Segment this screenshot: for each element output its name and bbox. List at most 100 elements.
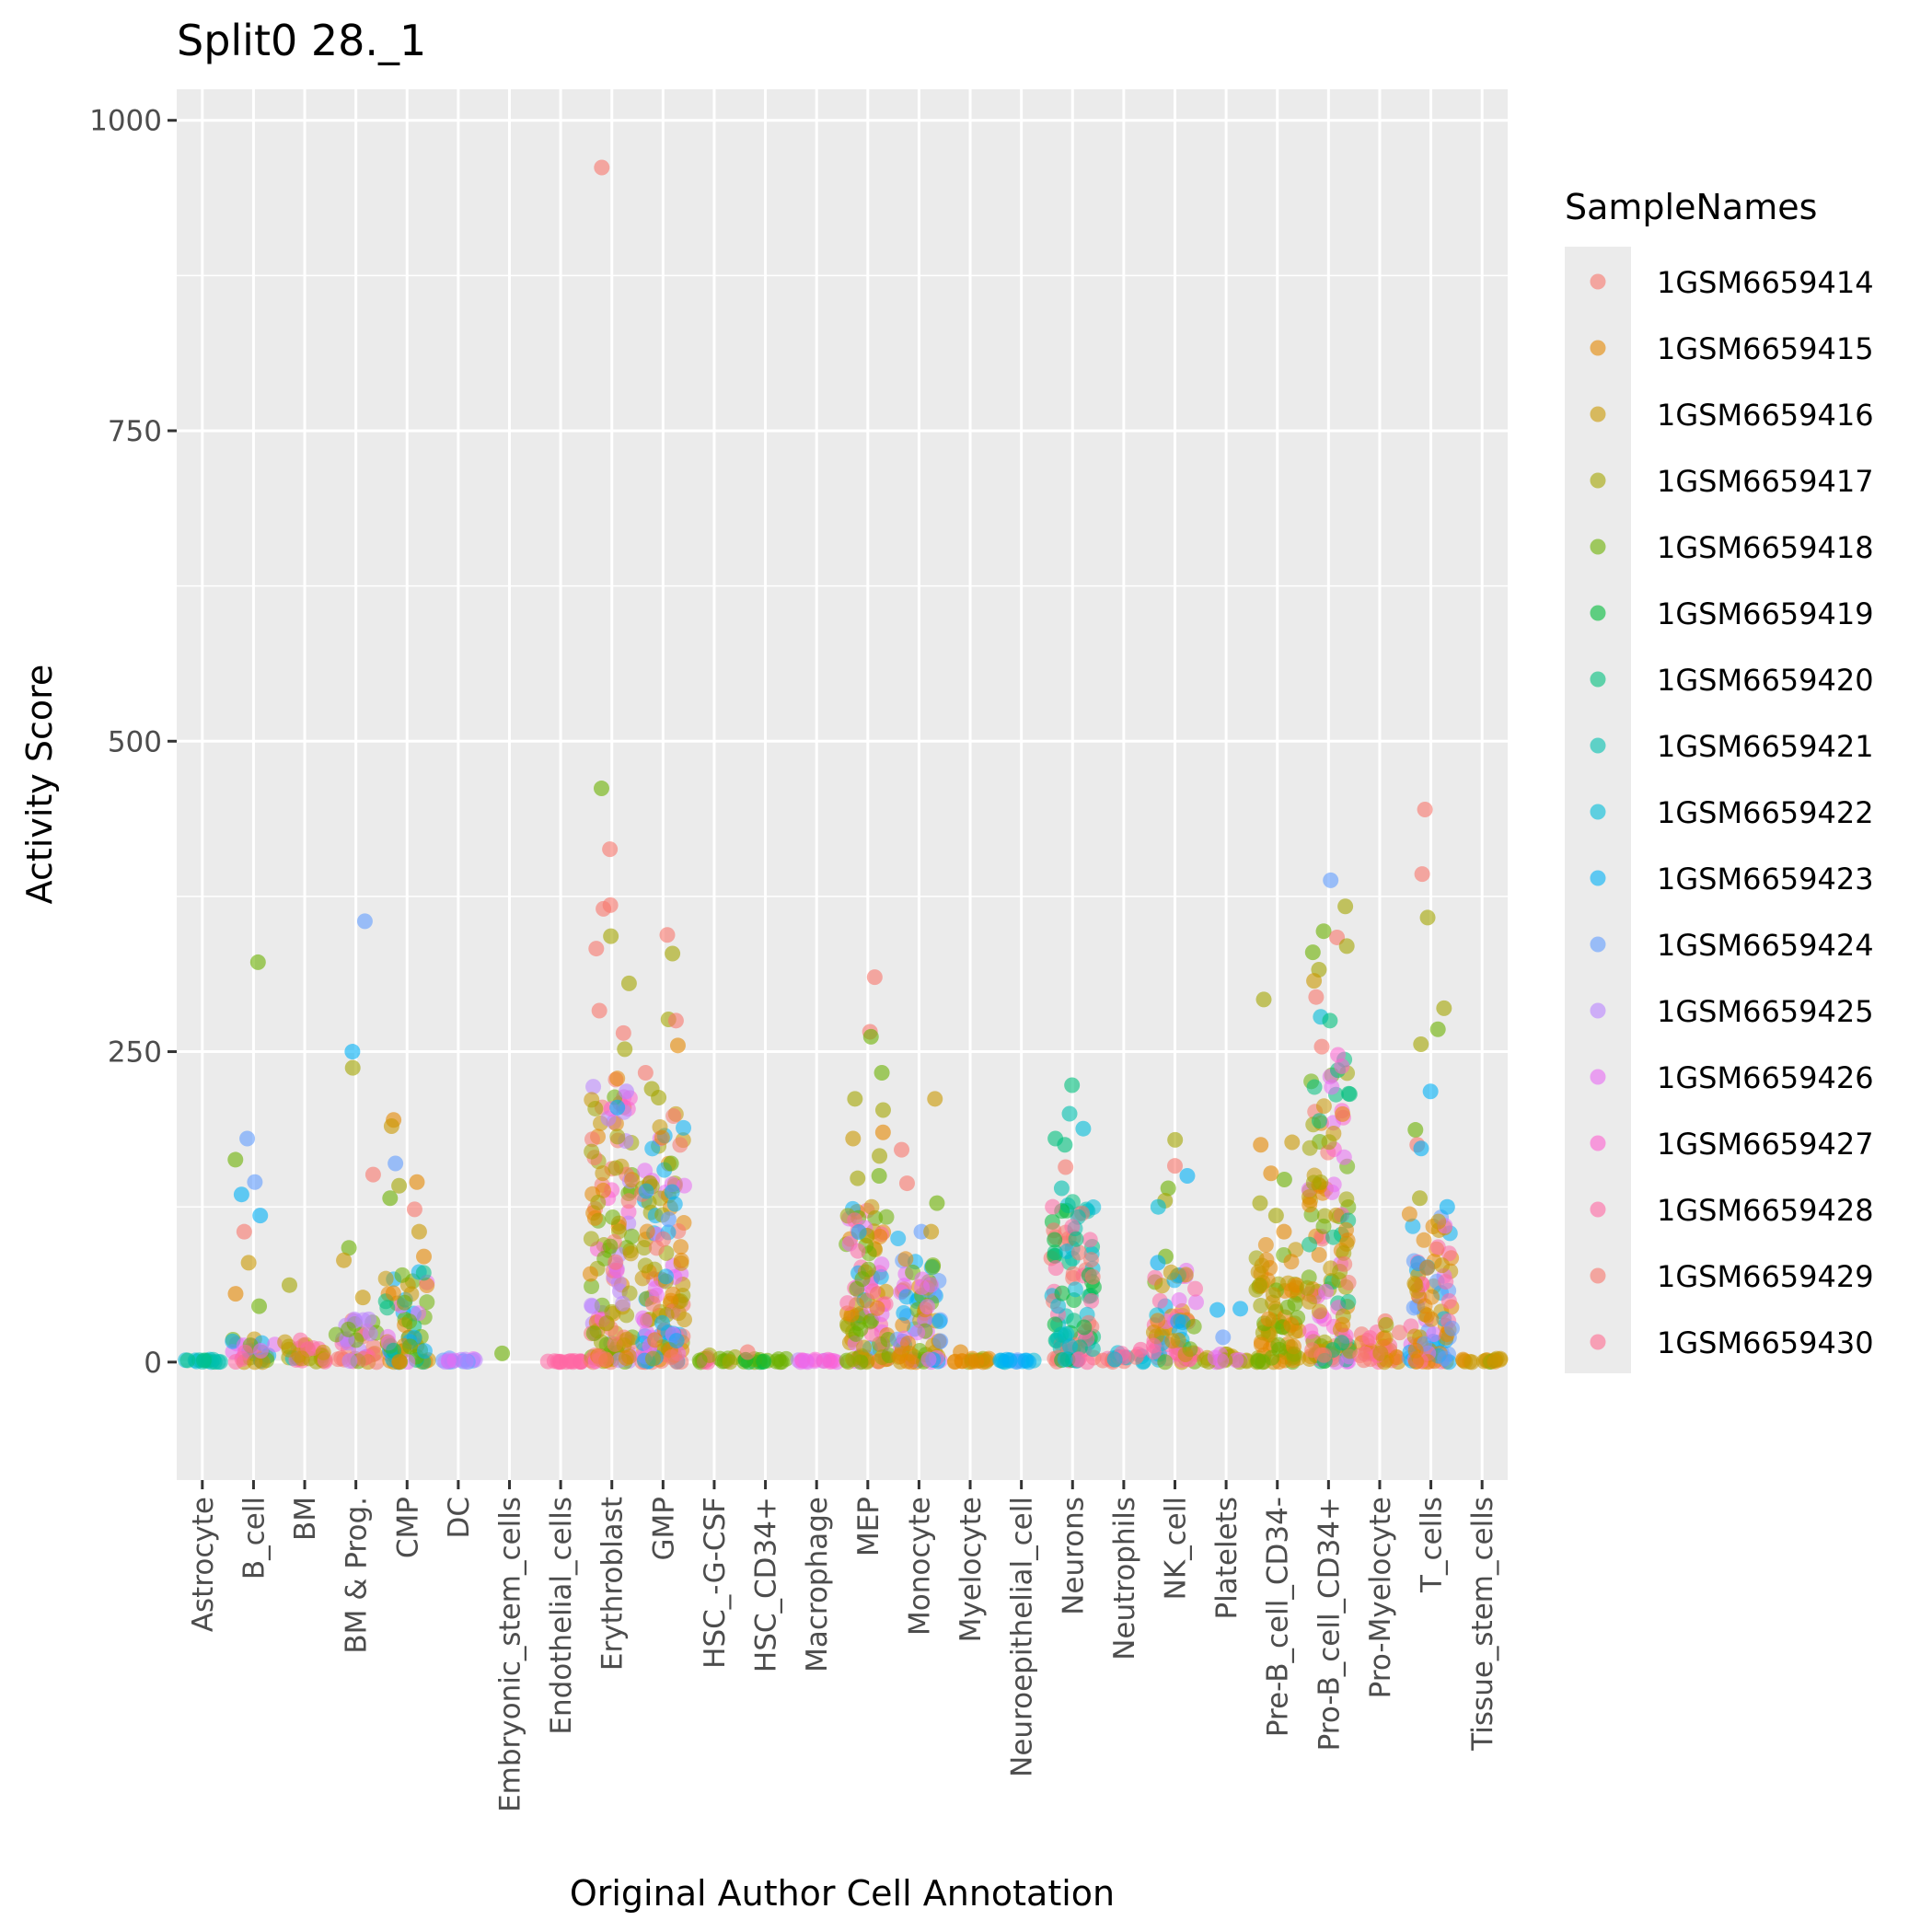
data-point (663, 1292, 679, 1309)
data-point (927, 1091, 943, 1107)
legend-key (1590, 1002, 1606, 1019)
data-point (1334, 1335, 1350, 1351)
y-tick-label: 0 (144, 1347, 162, 1380)
data-point (1265, 1287, 1281, 1303)
data-point (1151, 1292, 1168, 1309)
data-point (1304, 1342, 1321, 1359)
data-point (1252, 1277, 1268, 1293)
data-point (1267, 1208, 1284, 1224)
legend-key (1590, 1201, 1606, 1218)
data-point (368, 1354, 385, 1371)
data-point (894, 1141, 910, 1158)
legend-key (1590, 737, 1606, 754)
data-point (1288, 1242, 1304, 1258)
y-tick-label: 250 (108, 1036, 162, 1070)
data-point (909, 1325, 926, 1341)
data-point (673, 1252, 689, 1268)
data-point (644, 1140, 661, 1157)
data-point (673, 1239, 689, 1255)
x-tick-label: Macrophage (801, 1497, 834, 1672)
data-point (1276, 1172, 1292, 1188)
data-point (1340, 1293, 1357, 1310)
data-point (315, 1344, 331, 1360)
data-point (1157, 1354, 1174, 1371)
legend-label: 1GSM6659426 (1657, 1060, 1874, 1095)
data-point (1338, 1235, 1355, 1252)
data-point (364, 1166, 381, 1183)
data-point (251, 1298, 268, 1314)
data-point (1067, 1281, 1083, 1298)
data-point (1338, 938, 1355, 954)
data-point (898, 1175, 915, 1192)
data-point (1318, 1283, 1335, 1300)
data-point (252, 1343, 269, 1359)
data-point (1325, 1229, 1342, 1245)
data-point (406, 1201, 422, 1218)
data-point (391, 1354, 408, 1371)
data-point (872, 1229, 888, 1245)
data-point (1057, 1137, 1073, 1153)
data-point (411, 1223, 427, 1240)
data-point (798, 1353, 815, 1370)
data-point (654, 1129, 670, 1146)
data-point (440, 1353, 457, 1370)
x-tick-label: Tissue_stem_cells (1466, 1497, 1499, 1752)
data-point (1440, 1292, 1457, 1309)
data-point (651, 1089, 667, 1105)
data-point (931, 1313, 948, 1329)
data-point (1414, 866, 1430, 883)
data-point (1407, 1342, 1424, 1359)
x-tick-label: Platelets (1210, 1497, 1244, 1620)
data-point (1253, 1336, 1269, 1353)
data-point (1145, 1344, 1162, 1360)
data-point (341, 1240, 357, 1256)
data-point (615, 1295, 631, 1312)
data-point (896, 1304, 912, 1321)
data-point (1264, 1349, 1280, 1366)
data-point (605, 1209, 621, 1225)
legend-key (1590, 472, 1606, 489)
data-point (1053, 1180, 1070, 1197)
data-point (924, 1258, 941, 1275)
data-point (597, 1351, 614, 1368)
data-point (1439, 1198, 1455, 1215)
data-point (1335, 1105, 1351, 1122)
data-point (582, 1266, 598, 1282)
data-point (756, 1353, 772, 1370)
data-point (849, 1280, 865, 1297)
data-point (1322, 1012, 1338, 1029)
data-point (281, 1277, 297, 1293)
data-point (739, 1344, 756, 1360)
data-point (609, 1128, 626, 1145)
x-axis: Astrocyte B_cell BM BM & Prog. CMP DC Embryoni… (187, 1480, 1499, 1812)
data-point (1160, 1180, 1176, 1197)
data-point (593, 781, 609, 797)
data-point (1372, 1345, 1389, 1361)
data-point (968, 1353, 985, 1370)
data-point (847, 1091, 863, 1107)
data-point (1154, 1278, 1171, 1294)
data-point (863, 1198, 880, 1215)
data-point (1488, 1350, 1505, 1367)
data-point (292, 1332, 308, 1348)
data-point (195, 1352, 212, 1369)
data-point (676, 1177, 692, 1194)
data-point (591, 1002, 607, 1019)
data-point (1253, 1137, 1269, 1153)
data-point (1301, 1197, 1318, 1213)
legend-key (1590, 804, 1606, 820)
data-point (1299, 1279, 1315, 1296)
legend-label: 1GSM6659425 (1657, 994, 1874, 1029)
data-point (1001, 1352, 1018, 1369)
data-point (878, 1209, 895, 1225)
data-point (1437, 1350, 1453, 1367)
x-tick-label: T_cells (1416, 1497, 1449, 1593)
data-point (1058, 1159, 1074, 1175)
data-point (1045, 1198, 1061, 1215)
data-point (1407, 1353, 1424, 1370)
data-point (873, 1256, 890, 1273)
y-tick-label: 1000 (89, 105, 162, 138)
data-point (620, 1193, 637, 1209)
data-point (1070, 1351, 1087, 1368)
data-point (1070, 1244, 1087, 1261)
